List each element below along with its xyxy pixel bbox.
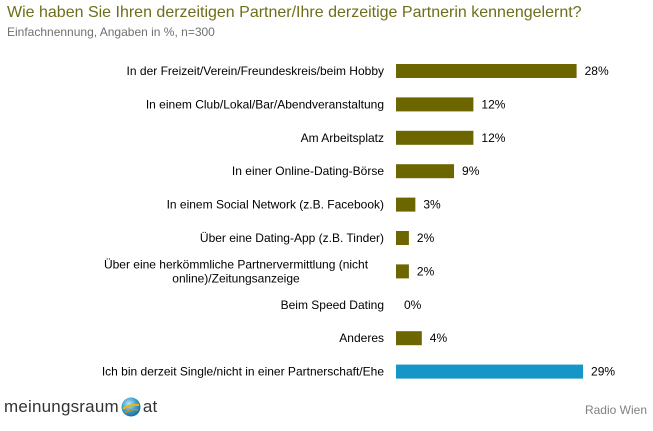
bar-4 <box>396 197 416 212</box>
bar-3 <box>396 164 455 179</box>
category-label-3: In einer Online-Dating-Börse <box>232 164 384 178</box>
chart-subtitle: Einfachnennung, Angaben in %, n=300 <box>7 25 215 39</box>
bar-6 <box>396 264 409 279</box>
globe-icon <box>121 397 141 417</box>
category-label-7: Beim Speed Dating <box>281 298 384 312</box>
value-label-3: 9% <box>462 164 480 178</box>
value-label-7: 0% <box>404 298 422 312</box>
category-label-1: In einem Club/Lokal/Bar/Abendveranstaltu… <box>146 97 384 111</box>
meinungsraum-logo: meinungsraum at <box>4 394 157 420</box>
bar-1 <box>396 97 474 112</box>
category-label-6-1: online)/Zeitungsanzeige <box>172 271 300 285</box>
category-label-2: Am Arbeitsplatz <box>301 131 384 145</box>
category-label-8: Anderes <box>339 331 384 345</box>
value-label-1: 12% <box>481 97 505 111</box>
source-note: Radio Wien <box>584 403 647 417</box>
category-label-9: Ich bin derzeit Single/nicht in einer Pa… <box>102 365 384 379</box>
chart-title: Wie haben Sie Ihren derzeitigen Partner/… <box>7 4 582 21</box>
bar-8 <box>396 331 422 346</box>
bar-chart: In der Freizeit/Verein/Freundeskreis/bei… <box>102 64 615 379</box>
category-label-0: In der Freizeit/Verein/Freundeskreis/bei… <box>127 64 384 78</box>
logo-text-left: meinungsraum <box>4 397 119 416</box>
bar-9 <box>396 364 584 379</box>
value-label-9: 29% <box>591 365 615 379</box>
category-label-6-0: Über eine herkömmliche Partnervermittlun… <box>104 257 369 271</box>
bar-2 <box>396 130 474 145</box>
category-label-5: Über eine Dating-App (z.B. Tinder) <box>200 231 384 245</box>
value-label-8: 4% <box>430 331 448 345</box>
logo-text-right: at <box>142 397 158 416</box>
value-label-6: 2% <box>417 264 435 278</box>
bar-0 <box>396 64 577 78</box>
bar-5 <box>396 231 409 245</box>
category-label-4: In einem Social Network (z.B. Facebook) <box>167 198 384 212</box>
value-label-0: 28% <box>585 64 609 78</box>
value-label-2: 12% <box>481 131 505 145</box>
value-label-5: 2% <box>417 231 435 245</box>
value-label-4: 3% <box>423 198 441 212</box>
